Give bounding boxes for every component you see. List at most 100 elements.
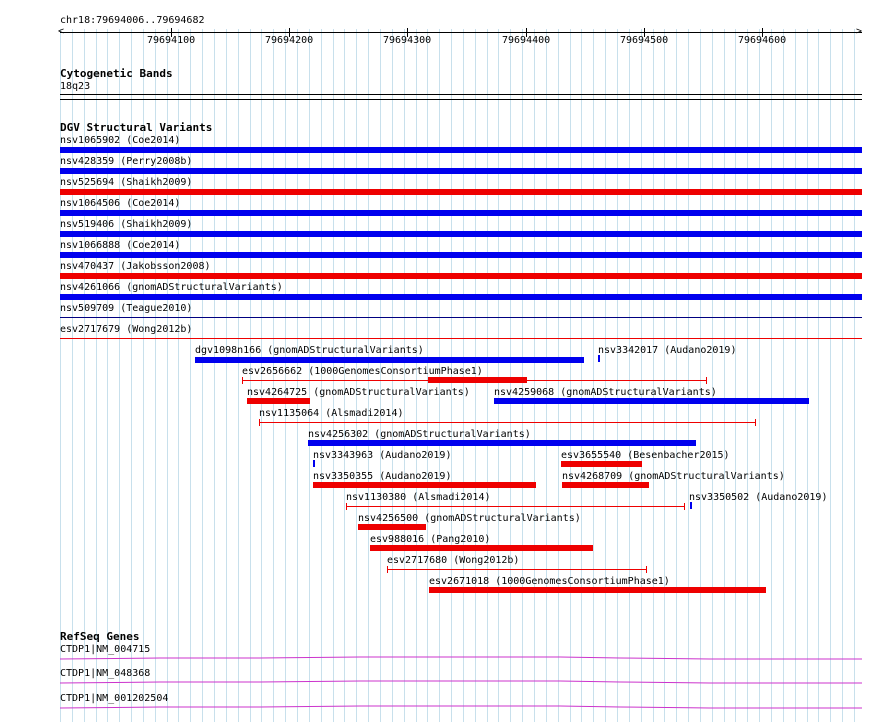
variant-label[interactable]: nsv509709 (Teague2010): [60, 303, 193, 314]
variant-line[interactable]: [60, 338, 862, 339]
variant-label[interactable]: esv2656662 (1000GenomesConsortiumPhase1): [242, 366, 483, 377]
variant-tick[interactable]: [690, 502, 692, 509]
variant-tick[interactable]: [598, 355, 600, 362]
variant-label[interactable]: nsv4256500 (gnomADStructuralVariants): [358, 513, 581, 524]
ruler-tick: [289, 28, 290, 37]
grid-line: [854, 29, 855, 722]
variant-label[interactable]: nsv1130380 (Alsmadi2014): [346, 492, 491, 503]
grid-line: [700, 29, 701, 722]
variant-label[interactable]: nsv3350355 (Audano2019): [313, 471, 452, 482]
variant-line[interactable]: [346, 506, 684, 507]
variant-bar[interactable]: [494, 398, 809, 404]
variant-label[interactable]: nsv428359 (Perry2008b): [60, 156, 193, 167]
gene-model[interactable]: [59, 703, 862, 717]
cytoband-line-bottom: [60, 99, 862, 100]
variant-bar[interactable]: [370, 545, 593, 551]
variant-label[interactable]: nsv1065902 (Coe2014): [60, 135, 181, 146]
ruler-tick: [407, 28, 408, 37]
variant-line-cap: [646, 566, 647, 573]
grid-line: [498, 29, 499, 722]
variant-label[interactable]: esv2717679 (Wong2012b): [60, 324, 193, 335]
variant-line-cap: [387, 566, 388, 573]
refseq-track-title[interactable]: RefSeq Genes: [60, 630, 140, 643]
variant-label[interactable]: nsv4261066 (gnomADStructuralVariants): [60, 282, 283, 293]
variant-label[interactable]: nsv3342017 (Audano2019): [598, 345, 737, 356]
variant-label[interactable]: nsv1064506 (Coe2014): [60, 198, 181, 209]
grid-line: [155, 29, 156, 722]
grid-line: [427, 29, 428, 722]
variant-bar[interactable]: [60, 294, 862, 300]
ruler-left-arrow-icon[interactable]: <: [58, 26, 65, 37]
grid-line: [107, 29, 108, 722]
variant-label[interactable]: nsv4268709 (gnomADStructuralVariants): [562, 471, 785, 482]
ruler-tick-label: 79694600: [738, 35, 787, 46]
variant-bar[interactable]: [195, 357, 584, 363]
variant-label[interactable]: nsv525694 (Shaikh2009): [60, 177, 193, 188]
gene-label[interactable]: CTDP1|NM_004715: [60, 644, 151, 655]
variant-bar[interactable]: [308, 440, 696, 446]
variant-bar[interactable]: [60, 273, 862, 279]
grid-line: [818, 29, 819, 722]
variant-bar[interactable]: [60, 252, 862, 258]
gene-model[interactable]: [59, 654, 862, 668]
variant-label[interactable]: dgv1098n166 (gnomADStructuralVariants): [195, 345, 424, 356]
variant-label[interactable]: nsv4259068 (gnomADStructuralVariants): [494, 387, 717, 398]
grid-line: [688, 29, 689, 722]
grid-line: [522, 29, 523, 722]
grid-line: [830, 29, 831, 722]
variant-label[interactable]: nsv4264725 (gnomADStructuralVariants): [247, 387, 470, 398]
dgv-track-title[interactable]: DGV Structural Variants: [60, 121, 213, 134]
variant-line[interactable]: [60, 317, 862, 318]
grid-line: [558, 29, 559, 722]
variant-label[interactable]: nsv3343963 (Audano2019): [313, 450, 452, 461]
variant-bar[interactable]: [428, 377, 527, 383]
grid-line: [392, 29, 393, 722]
grid-line: [416, 29, 417, 722]
variant-line[interactable]: [259, 422, 755, 423]
variant-bar[interactable]: [60, 168, 862, 174]
gene-model[interactable]: [59, 678, 862, 692]
variant-line-cap: [259, 419, 260, 426]
grid-line: [96, 29, 97, 722]
variant-label[interactable]: esv2671018 (1000GenomesConsortiumPhase1): [429, 576, 670, 587]
ruler-right-arrow-icon[interactable]: >: [856, 26, 863, 37]
grid-line: [261, 29, 262, 722]
ruler-axis: [60, 32, 862, 33]
variant-bar[interactable]: [561, 461, 642, 467]
gene-label[interactable]: CTDP1|NM_001202504: [60, 693, 169, 704]
variant-label[interactable]: nsv1066888 (Coe2014): [60, 240, 181, 251]
variant-bar[interactable]: [247, 398, 310, 404]
variant-label[interactable]: esv3655540 (Besenbacher2015): [561, 450, 730, 461]
gene-label[interactable]: CTDP1|NM_048368: [60, 668, 151, 679]
variant-bar[interactable]: [562, 482, 649, 488]
grid-line: [368, 29, 369, 722]
variant-line-cap: [684, 503, 685, 510]
variant-bar[interactable]: [313, 482, 536, 488]
variant-label[interactable]: nsv1135064 (Alsmadi2014): [259, 408, 404, 419]
variant-label[interactable]: nsv470437 (Jakobsson2008): [60, 261, 211, 272]
variant-bar[interactable]: [60, 210, 862, 216]
grid-line: [487, 29, 488, 722]
variant-label[interactable]: esv2717680 (Wong2012b): [387, 555, 520, 566]
variant-label[interactable]: nsv4256302 (gnomADStructuralVariants): [308, 429, 531, 440]
cytoband-track-title[interactable]: Cytogenetic Bands: [60, 67, 173, 80]
variant-label[interactable]: nsv519406 (Shaikh2009): [60, 219, 193, 230]
variant-tick[interactable]: [313, 460, 315, 467]
variant-label[interactable]: esv988016 (Pang2010): [370, 534, 491, 545]
variant-bar[interactable]: [60, 189, 862, 195]
variant-bar[interactable]: [60, 147, 862, 153]
grid-line: [321, 29, 322, 722]
grid-line: [771, 29, 772, 722]
variant-bar[interactable]: [60, 231, 862, 237]
variant-label[interactable]: nsv3350502 (Audano2019): [689, 492, 828, 503]
grid-line: [309, 29, 310, 722]
grid-line: [676, 29, 677, 722]
grid-line: [297, 29, 298, 722]
variant-line[interactable]: [387, 569, 646, 570]
grid-line: [463, 29, 464, 722]
grid-line: [724, 29, 725, 722]
grid-line: [226, 29, 227, 722]
variant-bar[interactable]: [429, 587, 766, 593]
variant-bar[interactable]: [358, 524, 426, 530]
